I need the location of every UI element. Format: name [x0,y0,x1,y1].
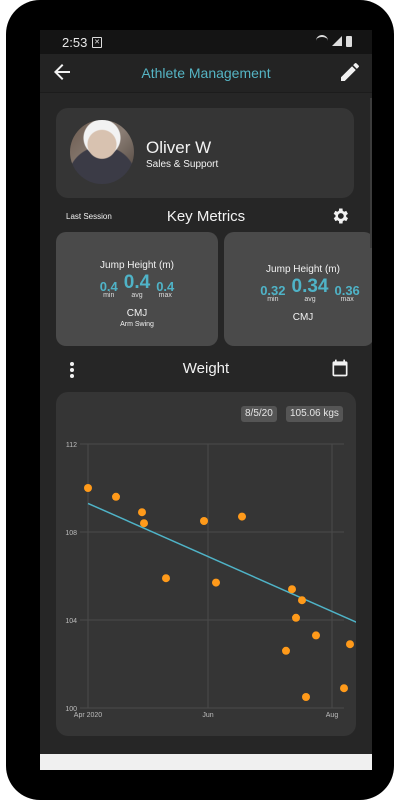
data-point [346,640,354,649]
edit-pencil-icon[interactable] [338,60,362,84]
data-point [298,596,306,605]
gear-icon[interactable] [330,206,350,226]
y-tick-label: 104 [65,618,77,625]
y-tick-label: 108 [65,530,77,537]
metric-card-jump-height[interactable]: Jump Height (m) 0.32 min 0.34 avg 0.36 m… [224,232,372,346]
metric-test-type: CMJ [292,312,314,323]
selected-date-chip: 8/5/20 [241,406,277,422]
key-metrics-title: Key Metrics [166,208,246,225]
metric-avg: 0.34 avg [291,276,329,303]
data-point [288,585,296,594]
metric-label: Jump Height (m) [266,264,340,275]
status-bar: 2:53 ✕ [40,30,372,54]
app-screen: 2:53 ✕ Athlete Management Oliver W Sales… [40,30,372,770]
last-session-label: Last Session [66,212,112,221]
scrollbar[interactable] [370,98,372,248]
back-arrow-icon[interactable] [50,60,74,84]
y-tick-label: 112 [66,442,77,449]
data-point [112,492,120,501]
status-icons [316,35,352,47]
metric-label: Jump Height (m) [100,260,174,271]
data-point [312,631,320,640]
trend-line [87,502,356,623]
metric-card-jump-height[interactable]: Jump Height (m) 0.4 min 0.4 avg 0.4 max … [56,232,218,346]
athlete-role: Sales & Support [146,159,219,170]
metric-max: 0.36 max [334,283,360,303]
data-point [238,512,246,521]
data-point [138,508,146,517]
weight-chart-card[interactable]: 8/5/20 105.06 kgs 100 104 108 112 Apr 2020 Ju… [56,392,356,736]
athlete-profile-card[interactable]: Oliver W Sales & Support [56,108,354,198]
more-vert-icon[interactable] [64,360,80,380]
battery-icon [346,35,352,47]
bottom-nav-bar [40,754,372,770]
app-bar: Athlete Management [40,54,372,93]
avatar [70,120,134,184]
x-tick-label: Apr 2020 [74,712,103,719]
data-point [340,684,348,693]
data-point [84,484,92,492]
metric-max: 0.4 max [156,279,175,299]
data-point [140,519,148,528]
data-point [162,574,170,583]
athlete-name: Oliver W [146,138,212,157]
x-tick-label: Jun [202,712,213,719]
status-time: 2:53 [62,35,88,50]
metric-avg: 0.4 avg [123,272,151,299]
metric-test-subtype: Arm Swing [120,321,154,328]
weight-scatter-chart[interactable]: 100 104 108 112 Apr 2020 Jun Aug [56,392,356,736]
weight-title: Weight [182,360,230,377]
app-title: Athlete Management [141,65,271,81]
notification-icon: ✕ [92,37,102,48]
data-point [292,613,300,622]
calendar-icon[interactable] [330,358,350,378]
metric-stats: 0.4 min 0.4 avg 0.4 max [56,272,218,299]
phone-frame: 2:53 ✕ Athlete Management Oliver W Sales… [6,0,394,800]
data-point [282,646,290,655]
x-tick-label: Aug [326,712,339,719]
data-point [212,578,220,587]
metric-stats: 0.32 min 0.34 avg 0.36 max [232,276,372,303]
wifi-icon [316,35,328,47]
metric-test-type: CMJ [126,308,148,319]
signal-icon [332,36,342,46]
metric-min: 0.32 min [260,283,286,303]
data-point [302,693,310,701]
metric-min: 0.4 min [99,279,118,299]
y-tick-label: 100 [65,706,77,713]
selected-weight-chip: 105.06 kgs [286,406,343,422]
data-point [200,517,208,525]
